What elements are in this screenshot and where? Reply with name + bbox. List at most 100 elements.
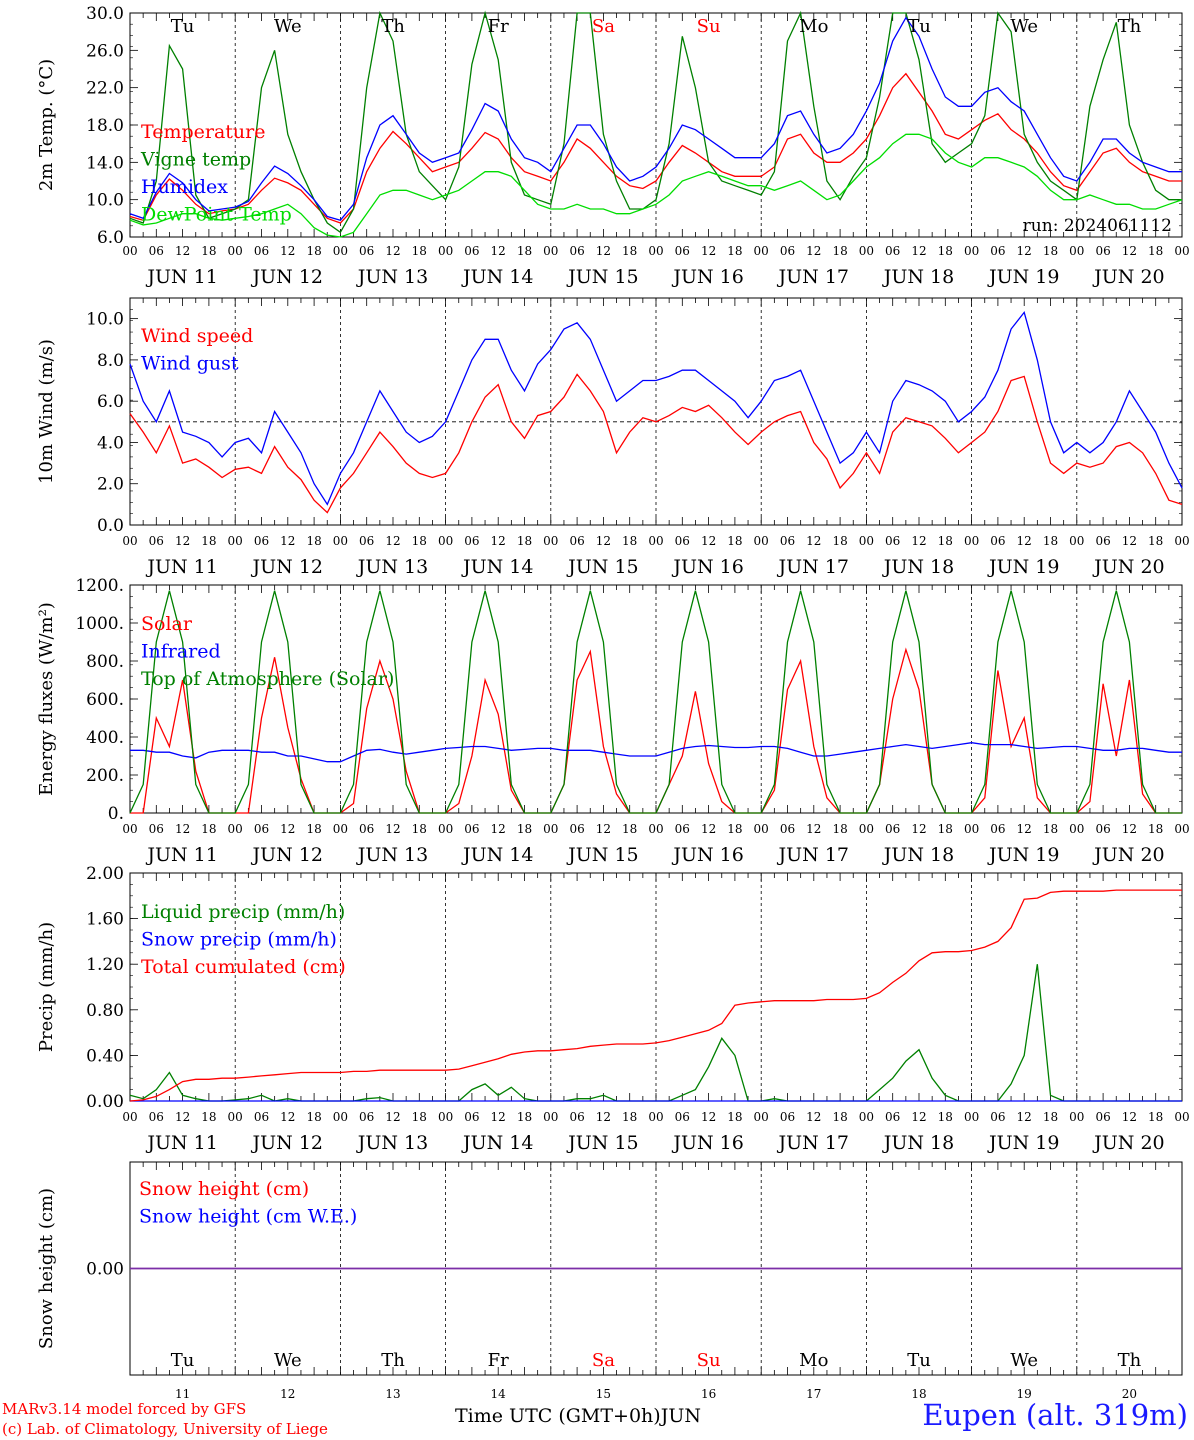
hour-tick-label: 06 — [675, 534, 690, 548]
hour-tick-label: 18 — [832, 244, 847, 258]
hour-tick-label: 06 — [885, 1110, 900, 1124]
hour-tick-label: 18 — [832, 822, 847, 836]
date-label: JUN 11 — [145, 266, 217, 288]
hour-tick-label: 00 — [122, 1110, 137, 1124]
date-label: JUN 19 — [987, 556, 1059, 578]
y-tick-label: 6.0 — [97, 392, 124, 412]
hour-tick-label: 06 — [359, 244, 374, 258]
date-label: JUN 19 — [987, 266, 1059, 288]
hour-tick-label: 18 — [727, 1110, 742, 1124]
station-name: Eupen (alt. 319m) — [922, 1398, 1188, 1432]
day-number-label: 15 — [596, 1387, 611, 1401]
y-tick-label: 1000. — [75, 614, 124, 634]
legend-entry: Wind gust — [141, 353, 239, 375]
y-tick-label: 22.0 — [86, 79, 124, 99]
hour-tick-label: 06 — [569, 244, 584, 258]
hour-tick-label: 06 — [254, 1110, 269, 1124]
hour-tick-label: 00 — [333, 822, 348, 836]
hour-tick-label: 12 — [911, 1110, 926, 1124]
hour-tick-label: 00 — [333, 244, 348, 258]
legend-entry: Total cumulated (cm) — [141, 956, 346, 978]
hour-tick-label: 06 — [464, 822, 479, 836]
date-label: JUN 20 — [1092, 266, 1164, 288]
hour-tick-label: 12 — [280, 1110, 295, 1124]
date-label: JUN 18 — [882, 844, 954, 866]
hour-tick-label: 12 — [175, 534, 190, 548]
y-axis-label: Energy fluxes (W/m²) — [36, 602, 57, 796]
hour-tick-label: 06 — [990, 534, 1005, 548]
day-number-label: 18 — [911, 1387, 926, 1401]
hour-tick-label: 18 — [517, 1110, 532, 1124]
hour-tick-label: 06 — [885, 244, 900, 258]
day-number-label: 14 — [491, 1387, 507, 1401]
series-line-liquid-precip-mm-h — [129, 964, 1182, 1102]
hour-tick-label: 00 — [648, 244, 663, 258]
y-axis-label: 2m Temp. (°C) — [36, 59, 57, 191]
series-line-wind-gust — [129, 310, 1183, 506]
date-label: JUN 12 — [251, 556, 323, 578]
hour-tick-label: 00 — [859, 822, 874, 836]
weekday-label: Mo — [799, 1350, 828, 1371]
hour-tick-label: 00 — [648, 534, 663, 548]
hour-tick-label: 00 — [438, 1110, 453, 1124]
date-label: JUN 13 — [356, 556, 428, 578]
hour-tick-label: 18 — [201, 534, 216, 548]
hour-tick-label: 06 — [569, 822, 584, 836]
hour-tick-label: 06 — [885, 534, 900, 548]
hour-tick-label: 18 — [622, 534, 637, 548]
weekday-label: We — [274, 16, 302, 37]
weekday-label: Tu — [171, 1350, 195, 1371]
hour-tick-label: 18 — [201, 1110, 216, 1124]
date-label: JUN 18 — [882, 266, 954, 288]
weekday-label: Tu — [907, 1350, 931, 1371]
y-tick-label: 18.0 — [86, 116, 124, 136]
date-label: JUN 20 — [1092, 844, 1164, 866]
hour-tick-label: 00 — [754, 1110, 769, 1124]
legend-entry: Infrared — [141, 641, 221, 663]
weekday-label: Sa — [592, 16, 615, 37]
date-label: JUN 15 — [566, 1132, 638, 1154]
weekday-label: Sa — [592, 1350, 615, 1371]
date-label: JUN 18 — [882, 556, 954, 578]
legend-entry: Snow height (cm) — [139, 1178, 309, 1200]
weekday-label: Th — [1118, 1350, 1142, 1371]
date-label: JUN 17 — [777, 1132, 849, 1154]
hour-tick-label: 18 — [622, 1110, 637, 1124]
hour-tick-label: 00 — [859, 244, 874, 258]
hour-tick-label: 18 — [1043, 822, 1058, 836]
hour-tick-label: 00 — [1069, 534, 1084, 548]
hour-tick-label: 00 — [754, 534, 769, 548]
hour-tick-label: 00 — [859, 534, 874, 548]
date-label: JUN 15 — [566, 556, 638, 578]
legend-entry: Top of Atmosphere (Solar) — [141, 668, 394, 690]
legend-entry: Liquid precip (mm/h) — [141, 901, 345, 923]
hour-tick-label: 06 — [675, 1110, 690, 1124]
hour-tick-label: 18 — [938, 244, 953, 258]
date-label: JUN 17 — [777, 556, 849, 578]
hour-tick-label: 18 — [306, 534, 321, 548]
hour-tick-label: 18 — [517, 822, 532, 836]
hour-tick-label: 06 — [990, 244, 1005, 258]
hour-tick-label: 18 — [938, 534, 953, 548]
weekday-label: Tu — [171, 16, 195, 37]
hour-tick-label: 12 — [491, 244, 506, 258]
date-label: JUN 12 — [251, 844, 323, 866]
hour-tick-label: 00 — [1174, 534, 1189, 548]
hour-tick-label: 12 — [1017, 534, 1032, 548]
hour-tick-label: 00 — [859, 1110, 874, 1124]
hour-tick-label: 00 — [1174, 1110, 1189, 1124]
hour-tick-label: 06 — [780, 1110, 795, 1124]
hour-tick-label: 12 — [806, 244, 821, 258]
date-label: JUN 16 — [671, 556, 743, 578]
hour-tick-label: 18 — [727, 244, 742, 258]
hour-tick-label: 12 — [1017, 822, 1032, 836]
hour-tick-label: 06 — [464, 244, 479, 258]
hour-tick-label: 18 — [1148, 244, 1163, 258]
hour-tick-label: 00 — [438, 244, 453, 258]
y-axis-label: 10m Wind (m/s) — [36, 339, 57, 484]
y-tick-label: 2.0 — [97, 475, 124, 495]
hour-tick-label: 00 — [1174, 244, 1189, 258]
hour-tick-label: 00 — [1069, 1110, 1084, 1124]
hour-tick-label: 18 — [1148, 534, 1163, 548]
date-label: JUN 12 — [251, 1132, 323, 1154]
